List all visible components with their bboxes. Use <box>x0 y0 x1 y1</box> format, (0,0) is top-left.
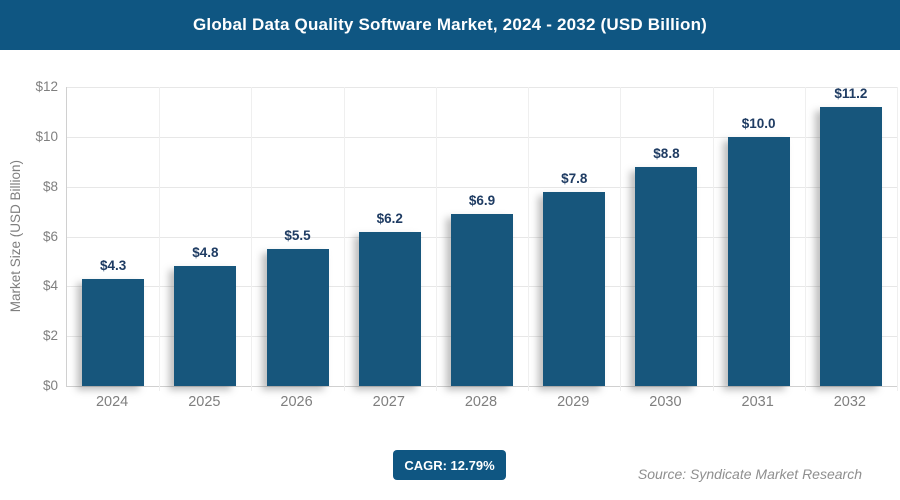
bar-value-label: $6.2 <box>376 210 403 226</box>
cagr-badge: CAGR: 12.79% <box>393 450 506 480</box>
x-tick-label: 2030 <box>649 394 682 410</box>
y-gridline <box>67 186 897 188</box>
bar-value-label: $4.3 <box>99 257 127 273</box>
source-attribution: Source: Syndicate Market Research <box>637 466 862 482</box>
bar-value-label: $8.8 <box>653 145 680 161</box>
y-tick-label: $12 <box>35 79 58 94</box>
bar <box>82 278 145 386</box>
x-gridline <box>435 87 437 391</box>
plot-area: $4.3 $4.8 $5.5 $6.2 $6.9 $7.8 $8.8 $10.0 $11.2 <box>66 85 898 391</box>
y-tick-label: $8 <box>42 178 58 194</box>
bar <box>543 191 606 386</box>
x-tick-label: 2026 <box>280 394 313 410</box>
bar <box>358 231 421 386</box>
x-tick-label: 2032 <box>833 394 866 410</box>
y-tick-label: $0 <box>42 378 58 393</box>
x-axis-tick-labels: 2024 2025 2026 2027 2028 2029 2030 2031 2032 <box>66 394 896 414</box>
bar-value-label: $11.2 <box>834 85 868 101</box>
x-tick-label: 2029 <box>557 394 590 410</box>
bar <box>635 166 698 386</box>
y-gridline <box>67 87 897 88</box>
x-gridline <box>528 87 530 391</box>
y-tick-label: $2 <box>42 328 58 344</box>
y-tick-label: $4 <box>42 278 58 294</box>
y-tick-label: $10 <box>35 128 58 144</box>
bar <box>174 266 237 386</box>
bar-value-label: $6.9 <box>468 193 496 209</box>
x-gridline <box>159 87 161 391</box>
bar-value-label: $5.5 <box>284 228 311 243</box>
x-tick-label: 2027 <box>372 394 405 410</box>
y-axis-tick-labels: $0 $2 $4 $6 $8 $10 $12 <box>0 79 58 393</box>
x-gridline <box>251 87 253 391</box>
chart-title: Global Data Quality Software Market, 202… <box>192 15 708 34</box>
x-tick-label: 2031 <box>741 394 774 410</box>
bar-value-label: $7.8 <box>561 170 588 186</box>
x-tick-label: 2028 <box>464 394 498 410</box>
y-gridline <box>67 136 897 138</box>
chart-title-bar: Global Data Quality Software Market, 202… <box>0 0 900 50</box>
bar <box>727 136 790 386</box>
bar-value-label: $10.0 <box>741 115 776 131</box>
bar <box>819 106 882 386</box>
bar <box>451 214 513 386</box>
x-tick-label: 2025 <box>188 394 221 410</box>
x-tick-label: 2024 <box>95 394 129 410</box>
x-gridline <box>712 87 714 391</box>
x-gridline <box>897 87 898 391</box>
bar-value-label: $4.8 <box>192 245 219 261</box>
y-tick-label: $6 <box>42 228 58 244</box>
x-gridline <box>804 87 806 391</box>
bar <box>266 249 329 386</box>
x-gridline <box>343 87 345 391</box>
x-gridline <box>620 87 622 391</box>
